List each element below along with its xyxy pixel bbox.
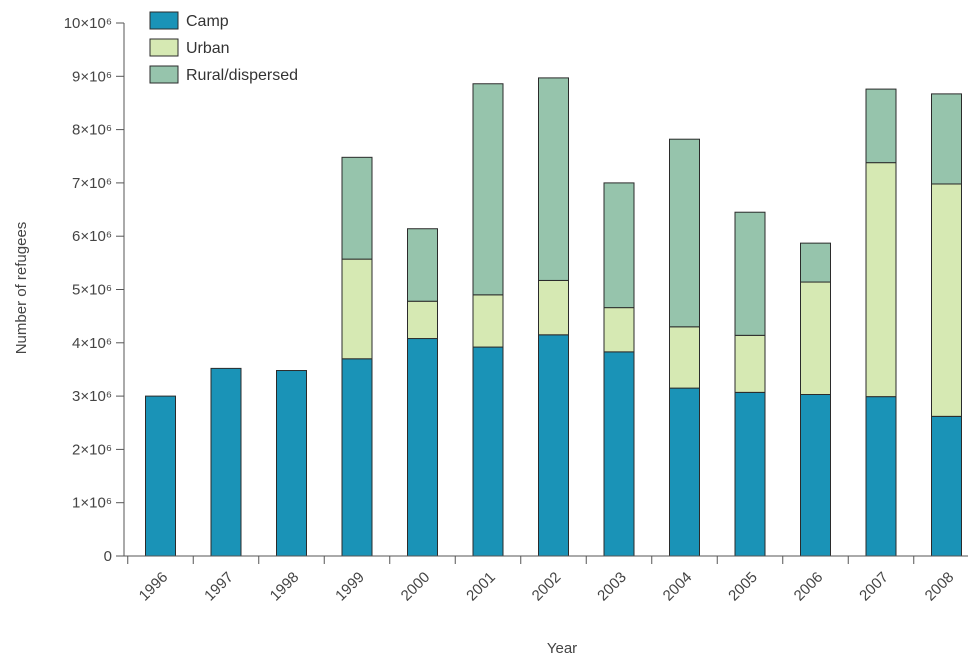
x-tick-label: 2006 [791,569,827,605]
y-axis-title: Number of refugees [13,222,30,355]
bar-rural-dispersed-2006 [800,242,831,283]
bar-urban-2008 [931,183,962,417]
x-tick-label: 2000 [398,569,434,605]
bar-camp-1997 [210,367,242,557]
y-tick-label: 3×10⁶ [72,388,112,405]
x-tick-label: 2004 [660,569,696,605]
bar-camp-2002 [538,334,569,557]
bar-urban-2006 [800,281,831,396]
bar-camp-2003 [603,351,635,557]
legend-swatch-urban [149,38,179,57]
y-tick-label: 2×10⁶ [72,441,112,458]
legend-swatch-rural-dispersed [149,65,179,84]
bar-urban-2005 [734,334,766,393]
bar-camp-2001 [472,346,504,557]
bar-camp-2004 [669,387,700,557]
bar-camp-2005 [734,391,766,557]
bar-rural-dispersed-2005 [734,211,766,336]
bar-urban-2007 [865,162,897,398]
x-tick-label: 2003 [594,569,630,605]
y-tick-label: 1×10⁶ [72,495,112,512]
y-tick-label: 8×10⁶ [72,122,112,139]
x-tick-label: 2007 [856,569,892,605]
bar-camp-1999 [341,358,373,557]
bar-rural-dispersed-2001 [472,83,504,296]
y-tick-label: 9×10⁶ [72,68,112,85]
bar-urban-1999 [341,258,373,360]
bar-urban-2000 [407,300,438,340]
bar-rural-dispersed-2008 [931,93,962,185]
bar-camp-2006 [800,394,831,557]
legend-label-urban: Urban [186,40,230,57]
bar-camp-2008 [931,415,962,557]
legend-swatch-camp [149,11,179,30]
bars-layer [145,77,962,557]
bar-camp-2000 [407,338,438,557]
bar-camp-2007 [865,396,897,557]
y-tick-label: 6×10⁶ [72,228,112,245]
x-tick-label: 2005 [725,569,761,605]
bar-urban-2003 [603,307,635,353]
bar-urban-2001 [472,294,504,348]
bar-camp-1996 [145,395,176,557]
bar-camp-1998 [276,370,307,557]
bar-rural-dispersed-2002 [538,77,569,281]
bar-urban-2004 [669,326,700,389]
legend-label-camp: Camp [186,13,229,30]
x-tick-label: 1999 [332,569,368,605]
legend-label-rural-dispersed: Rural/dispersed [186,67,298,84]
legend: Camp Urban Rural/dispersed [149,11,298,84]
bar-rural-dispersed-2003 [603,182,635,309]
y-tick-label: 10×10⁶ [64,15,112,32]
axes-layer: 0 1×10⁶ 2×10⁶ 3×10⁶ 4×10⁶ 5×10⁶ 6×10⁶ 7×10⁶ 8×10… [64,15,968,604]
y-tick-label: 4×10⁶ [72,335,112,352]
x-tick-label: 1997 [201,569,237,605]
x-tick-label: 1998 [267,569,303,605]
x-tick-label: 2002 [529,569,565,605]
bar-rural-dispersed-2000 [407,228,438,302]
y-tick-label: 5×10⁶ [72,282,112,299]
x-tick-label: 1996 [136,569,172,605]
bar-rural-dispersed-1999 [341,156,373,260]
x-axis-title: Year [547,640,577,657]
x-tick-label: 2001 [463,569,499,605]
y-tick-label: 0 [104,548,112,565]
x-tick-label: 2008 [922,569,958,605]
bar-rural-dispersed-2004 [669,138,700,328]
bar-urban-2002 [538,279,569,336]
y-tick-label: 7×10⁶ [72,175,112,192]
bar-rural-dispersed-2007 [865,88,897,164]
